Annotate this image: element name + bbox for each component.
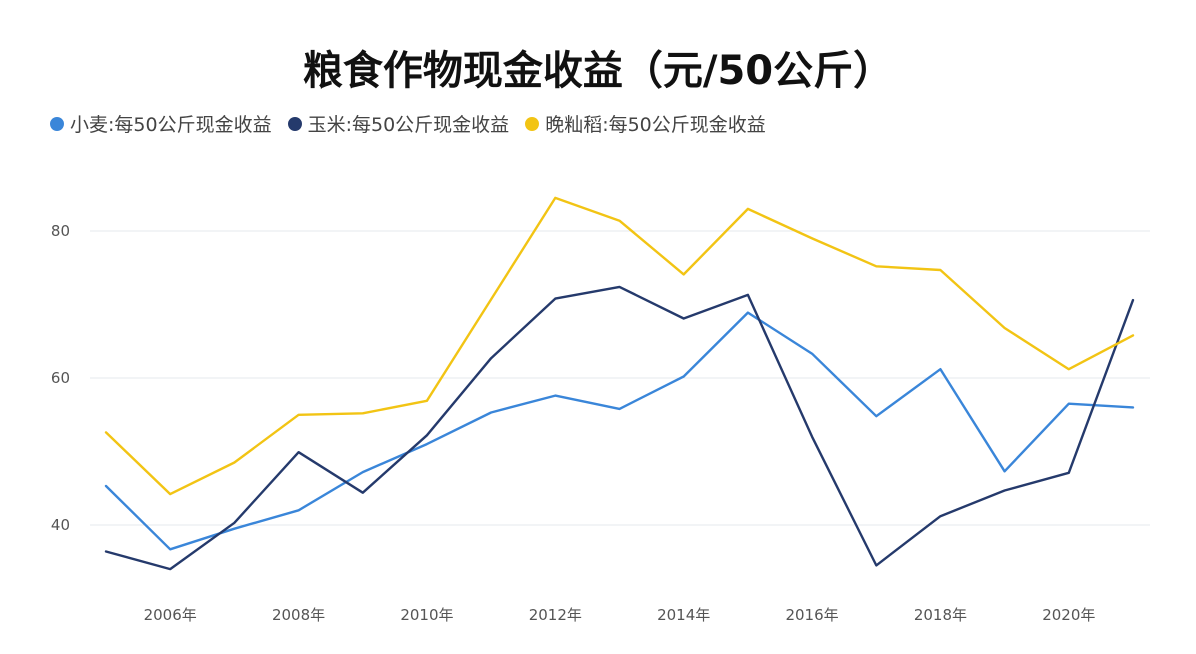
y-tick-label-80: 80 [51, 222, 70, 240]
legend-item-late-rice[interactable]: 晚籼稻:每50公斤现金收益 [525, 110, 766, 137]
x-tick-label-2018: 2018年 [914, 606, 967, 624]
x-tick-label-2016: 2016年 [785, 606, 838, 624]
legend: 小麦:每50公斤现金收益 玉米:每50公斤现金收益 晚籼稻:每50公斤现金收益 [50, 110, 766, 137]
legend-label-wheat: 小麦:每50公斤现金收益 [70, 114, 272, 136]
legend-item-wheat[interactable]: 小麦:每50公斤现金收益 [50, 110, 272, 137]
series-line-wheat [104, 311, 1135, 551]
x-tick-label-2012: 2012年 [529, 606, 582, 624]
x-tick-label-2020: 2020年 [1042, 606, 1095, 624]
y-tick-label-60: 60 [51, 369, 70, 387]
x-tick-label-2008: 2008年 [272, 606, 325, 624]
legend-marker-wheat [50, 116, 64, 131]
legend-label-late-rice: 晚籼稻:每50公斤现金收益 [545, 114, 766, 136]
legend-marker-corn [287, 116, 302, 131]
x-tick-label-2006: 2006年 [144, 606, 197, 624]
legend-marker-late-rice [525, 116, 540, 131]
chart-title: 粮食作物现金收益（元/50公斤） [302, 48, 894, 94]
series-line-late-rice [104, 196, 1135, 496]
legend-label-corn: 玉米:每50公斤现金收益 [307, 114, 510, 136]
x-tick-label-2014: 2014年 [657, 606, 710, 624]
legend-item-corn[interactable]: 玉米:每50公斤现金收益 [287, 110, 510, 137]
y-tick-label-40: 40 [51, 516, 70, 534]
series-line-corn [104, 285, 1135, 571]
x-tick-label-2010: 2010年 [400, 606, 453, 624]
